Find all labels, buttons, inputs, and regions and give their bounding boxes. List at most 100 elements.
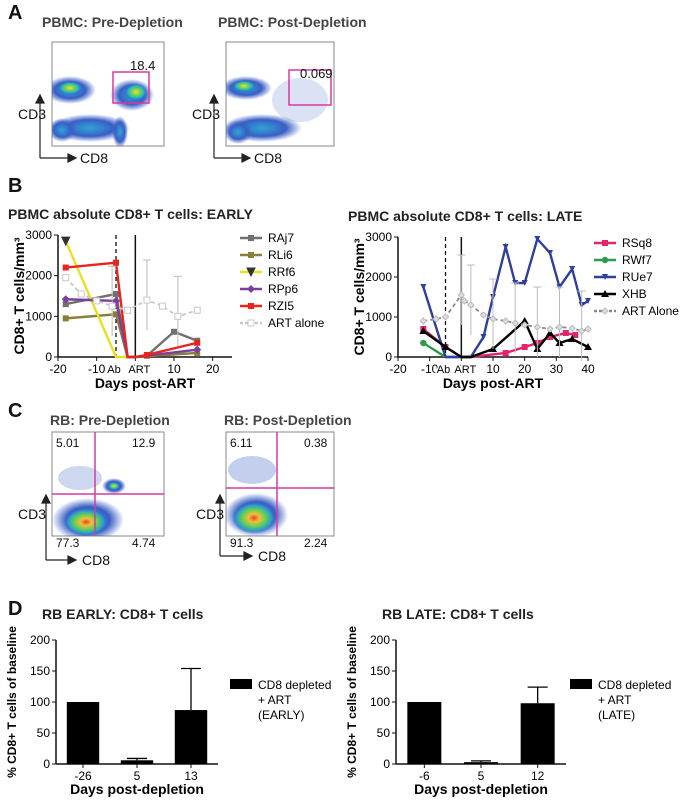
x-axis-label: Days post-ART xyxy=(443,375,544,391)
y-tick-label: 200 xyxy=(30,633,50,647)
flow-c2-xlabel: CD8 xyxy=(258,548,287,564)
panel-label-d: D xyxy=(8,598,23,620)
data-point xyxy=(143,296,151,304)
data-point xyxy=(61,295,70,304)
data-point xyxy=(62,301,69,308)
x-tick-label: 10 xyxy=(486,362,500,376)
flow-a2-title: PBMC: Post-Depletion xyxy=(218,14,367,30)
series-raj7 xyxy=(62,290,201,359)
flow-a2-gate xyxy=(288,69,332,106)
data-point xyxy=(248,303,254,309)
flow-c1-ylabel: CD3 xyxy=(18,506,47,522)
y-tick-label: 0 xyxy=(385,350,392,364)
flow-c2-q-lr: 2.24 xyxy=(304,536,328,550)
legend-label: RPp6 xyxy=(268,282,298,296)
data-point xyxy=(420,339,427,347)
x-tick-label: 5 xyxy=(478,769,485,783)
x-tick-label: 0 xyxy=(458,362,465,376)
data-point xyxy=(248,235,254,241)
flow-c1-xlabel: CD8 xyxy=(82,552,111,568)
legend: CD8 depleted+ ART(LATE) xyxy=(570,678,671,722)
flow-a1-gate-value: 18.4 xyxy=(130,58,156,73)
data-point xyxy=(432,315,440,323)
bar xyxy=(66,702,100,764)
x-axis-label: Days post-ART xyxy=(95,375,196,391)
y-tick-label: 2000 xyxy=(365,270,392,284)
data-point xyxy=(247,285,255,293)
data-point xyxy=(602,274,608,280)
y-axis-label: % CD8+ T cells of baseline xyxy=(5,626,19,778)
data-point xyxy=(113,311,119,318)
data-point xyxy=(171,328,177,335)
data-point xyxy=(158,302,166,310)
flow-c2-q-ll: 91.3 xyxy=(230,536,254,550)
flow-c2-plot xyxy=(225,431,335,537)
flow-a1-plot xyxy=(51,41,165,147)
flow-a-axes xyxy=(35,93,252,163)
data-point xyxy=(457,291,466,299)
data-point xyxy=(568,335,577,342)
flow-c2-ylabel: CD3 xyxy=(196,506,225,522)
data-point xyxy=(534,236,541,242)
series-art-alone xyxy=(62,259,201,347)
data-point xyxy=(521,280,528,286)
series-rrf6 xyxy=(60,236,128,359)
data-point xyxy=(520,317,529,324)
data-point xyxy=(602,240,608,246)
x-axis-label: Days post-depletion xyxy=(414,781,548,797)
x-tick-label: 5 xyxy=(134,769,141,783)
y-tick-label: 2000 xyxy=(25,269,52,283)
y-tick-label: 3000 xyxy=(365,230,392,244)
data-point xyxy=(584,325,592,333)
y-axis-label: CD8+ T cells/mm³ xyxy=(351,238,367,355)
data-point xyxy=(193,306,201,314)
svg-text:ART: ART xyxy=(128,364,150,376)
flow-a1-gate xyxy=(112,71,150,104)
x-tick-label: -20 xyxy=(389,362,407,376)
legend-label: XHB xyxy=(622,287,647,301)
data-point xyxy=(502,350,509,356)
chart-title: PBMC absolute CD8+ T cells: EARLY xyxy=(8,206,254,222)
flow-c2-title: RB: Post-Depletion xyxy=(224,412,352,428)
chart-title: RB LATE: CD8+ T cells xyxy=(382,606,534,622)
legend-label: RLi6 xyxy=(268,248,293,262)
bar-chart-late: RB LATE: CD8+ T cells 0 50 100 150 200 -6 5 12Da… xyxy=(345,606,671,797)
x-tick-label: -26 xyxy=(74,769,92,783)
data-point xyxy=(584,343,592,350)
bar xyxy=(520,703,555,764)
series-line xyxy=(65,261,198,359)
data-point xyxy=(467,301,475,309)
data-point xyxy=(193,345,202,354)
data-point xyxy=(60,236,71,247)
data-point xyxy=(441,343,450,350)
legend-label: (LATE) xyxy=(598,708,635,722)
y-tick-label: 0 xyxy=(383,757,390,771)
data-point xyxy=(174,312,182,320)
data-point xyxy=(511,319,519,327)
bar-chart-early: RB EARLY: CD8+ T cells 0 50 100 150 200 -26 5 13… xyxy=(5,606,331,797)
chart-title: PBMC absolute CD8+ T cells: LATE xyxy=(348,208,582,224)
y-tick-label: 150 xyxy=(30,664,50,678)
y-axis-label: % CD8+ T cells of baseline xyxy=(345,626,359,778)
flow-a1-xlabel: CD8 xyxy=(80,150,109,166)
flow-c1-plot xyxy=(51,431,165,537)
series-art-alone xyxy=(419,254,592,361)
x-axis-label: Days post-depletion xyxy=(70,781,204,797)
data-point xyxy=(520,321,529,329)
data-point xyxy=(113,290,119,297)
data-point xyxy=(572,332,579,338)
data-point xyxy=(460,297,469,305)
legend-label: + ART xyxy=(258,693,292,707)
panel-label-a: A xyxy=(8,2,23,24)
data-point xyxy=(533,323,542,331)
data-point xyxy=(480,334,487,340)
data-point xyxy=(194,339,201,346)
data-point xyxy=(568,324,576,332)
legend-swatch xyxy=(230,679,252,689)
art-annotation: ART xyxy=(128,364,150,376)
panel-label-c: C xyxy=(8,400,23,422)
flow-c1-title: RB: Pre-Depletion xyxy=(50,412,170,428)
legend: CD8 depleted+ ART(EARLY) xyxy=(230,678,331,722)
x-tick-label: -10 xyxy=(421,362,439,376)
data-point xyxy=(420,284,427,290)
